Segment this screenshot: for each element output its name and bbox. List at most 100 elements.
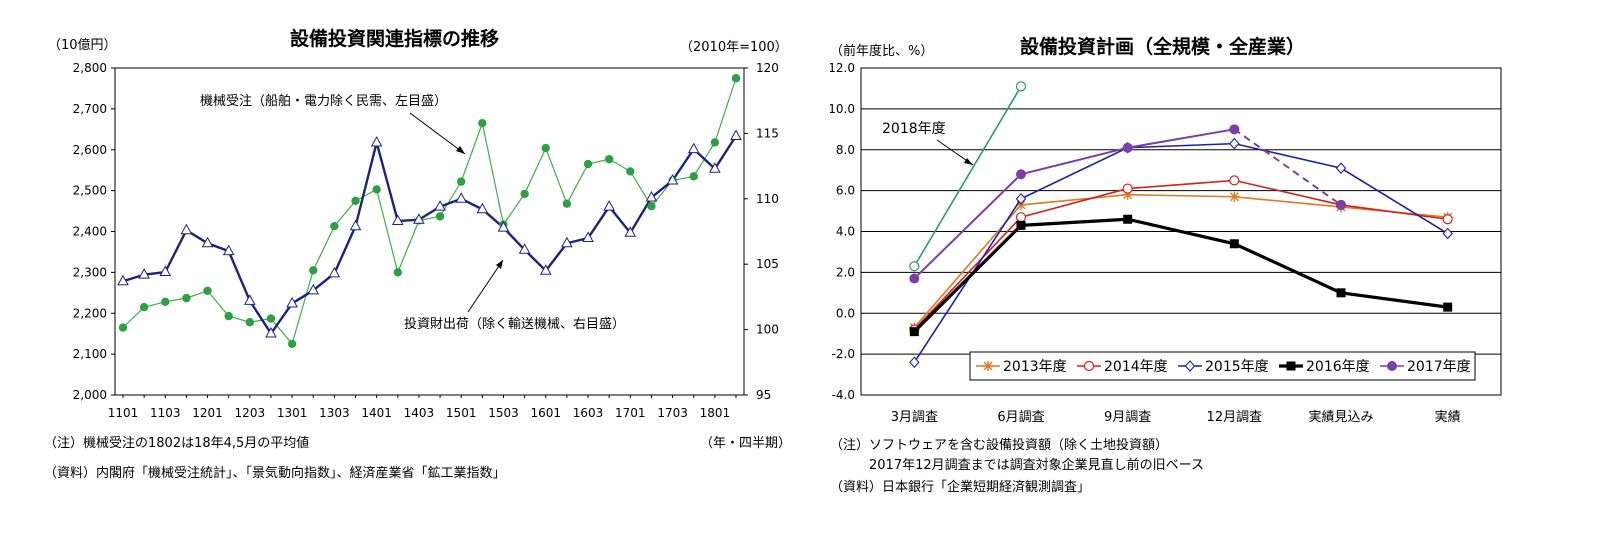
machinery-orders-point: [309, 266, 318, 275]
right-y-tick-label: 120: [756, 61, 779, 75]
legend-2016年度-label: 2016年度: [1306, 359, 1370, 375]
left-chart-title: 設備投資関連指標の推移: [290, 28, 500, 50]
left-source-note: （資料）内閣府「機械受注統計」、「景気動向指数」、経済産業省「鉱工業指数」: [44, 466, 506, 481]
y-tick-label: -2.0: [832, 347, 855, 361]
series-2016年度-point: [1123, 214, 1133, 224]
legend-2017年度-label: 2017年度: [1407, 359, 1471, 375]
x-tick-label: 1301: [277, 406, 308, 420]
series-2016年度-point: [1229, 239, 1239, 249]
machinery-orders-point: [372, 185, 381, 194]
left-y-tick-label: 2,500: [73, 184, 107, 198]
right-source-note: （資料）日本銀行「企業短期経済観測調査」: [830, 480, 1091, 495]
right-chart-panel: 設備投資計画（全規模・全産業） （前年度比、%） -4.0 -2.0 0.0 2.0 4…: [830, 0, 1621, 535]
machinery-orders-point: [118, 323, 128, 332]
right-note-1: （注）ソフトウェアを含む設備投資額（除く土地投資額）: [830, 438, 1169, 453]
capital-goods-annotation: 投資財出荷（除く輸送機械、右目盛）: [404, 316, 625, 332]
machinery-orders-point: [224, 311, 233, 321]
machinery-orders-point: [203, 286, 212, 295]
x-tick-label: 1303: [319, 406, 350, 420]
x-tick-label: 1201: [192, 406, 223, 420]
y-tick-label: 6.0: [836, 184, 855, 198]
right-note-2: 2017年12月調査までは調査対象企業見直し前の旧ベース: [830, 458, 1204, 473]
capital-goods-shipments-point: [117, 274, 129, 286]
machinery-orders-point: [731, 74, 741, 83]
machinery-orders-line: [122, 78, 737, 346]
legend-2013年度-label: 2013年度: [1003, 359, 1067, 375]
capital-goods-shipments-point: [539, 264, 552, 275]
series-2014年度-line: [913, 179, 1448, 331]
machinery-orders-point: [287, 339, 297, 349]
capital-goods-shipments-point: [328, 266, 341, 278]
series-2016年度-point: [1336, 288, 1346, 298]
series-2015年度-line: [913, 142, 1449, 363]
capital-goods-shipments-point: [349, 219, 362, 231]
right-axis-unit: （2010年=100）: [680, 40, 788, 55]
fy2018-arrow-head: [964, 158, 973, 165]
capital-goods-shipments-point: [201, 236, 214, 248]
machinery-orders-point: [583, 159, 593, 169]
legend-2014年度-marker: [1083, 360, 1095, 372]
series-2015年度-point: [1015, 192, 1027, 205]
right-chart-unit: （前年度比、%）: [830, 44, 934, 59]
x-tick-label: 1203: [235, 406, 266, 420]
capital-goods-shipments-point: [286, 296, 298, 308]
capital-goods-shipments-point: [413, 213, 425, 224]
series-2017年度-point: [1336, 199, 1346, 210]
right-chart-title: 設備投資計画（全規模・全産業）: [1020, 36, 1306, 58]
machinery-orders-point: [139, 302, 149, 312]
x-tick-label: 1603: [573, 406, 604, 420]
series-2018年度-point: [909, 261, 920, 272]
y-tick-label: -4.0: [832, 388, 855, 402]
capital-goods-shipments-point: [370, 136, 383, 147]
x-category-label: 実績見込み: [1308, 409, 1373, 425]
y-tick-label: 10.0: [830, 102, 855, 116]
series-2013年度-point: [1122, 189, 1133, 200]
x-tick-label: 1403: [404, 406, 435, 420]
legend-2013年度-marker: [983, 361, 993, 371]
capital-goods-shipments-point: [138, 268, 150, 279]
capital-goods-shipments-point: [476, 202, 489, 214]
capital-goods-shipments-point: [434, 200, 446, 211]
capital-goods-shipments-point: [159, 265, 172, 277]
y-tick-label: 2.0: [836, 265, 855, 279]
series-2016年度-point: [909, 327, 919, 337]
right-y-tick-label: 105: [756, 257, 779, 271]
capital-goods-shipments-point: [666, 173, 679, 185]
machinery-orders-point: [562, 199, 572, 208]
annotation-arrow-1: [409, 112, 466, 155]
series-2014年度-point: [1122, 183, 1133, 194]
legend-2017年度-marker: [1387, 361, 1397, 371]
machinery-orders-point: [393, 268, 402, 277]
y-tick-label: 8.0: [836, 143, 855, 157]
machinery-orders-point: [435, 212, 445, 221]
machinery-orders-point: [541, 143, 550, 153]
left-y-tick-label: 2,000: [73, 388, 107, 402]
machinery-orders-point: [647, 201, 656, 211]
legend-2015年度-marker: [1184, 360, 1196, 372]
capital-goods-shipments-point: [518, 243, 531, 254]
annotation-arrow-2-head: [496, 260, 503, 269]
y-tick-label: 12.0: [830, 61, 855, 75]
series-2015年度-point: [1335, 162, 1347, 174]
capital-goods-shipments-point: [455, 192, 468, 203]
capital-goods-shipments-point: [645, 190, 658, 202]
capital-goods-shipments-point: [265, 326, 277, 338]
x-category-label: 12月調査: [1207, 410, 1263, 425]
machinery-orders-point: [710, 138, 720, 147]
capital-goods-shipments-point: [687, 142, 700, 154]
fy2018-annotation: 2018年度: [882, 121, 946, 137]
capital-goods-shipments-point: [624, 226, 637, 237]
right-chart-svg: -4.0 -2.0 0.0 2.0 4.0 6.0 8.0 10.0 12.0 3月調査 6月調査 9…: [830, 61, 1502, 425]
series-2016年度-point: [1016, 220, 1026, 230]
annotation-arrow-2: [467, 259, 504, 313]
left-axis-unit: （10億円）: [48, 38, 117, 53]
series-2015年度-point: [909, 356, 920, 369]
series-2017年度-point: [1229, 124, 1240, 135]
x-category-label: 3月調査: [891, 410, 938, 425]
machinery-orders-point: [457, 177, 466, 186]
capital-goods-shipments-point: [391, 214, 404, 226]
x-tick-label: 1703: [657, 406, 688, 420]
machinery-orders-point: [689, 172, 698, 181]
x-tick-label: 1503: [488, 406, 519, 420]
series-2015年度-point: [1229, 137, 1240, 150]
